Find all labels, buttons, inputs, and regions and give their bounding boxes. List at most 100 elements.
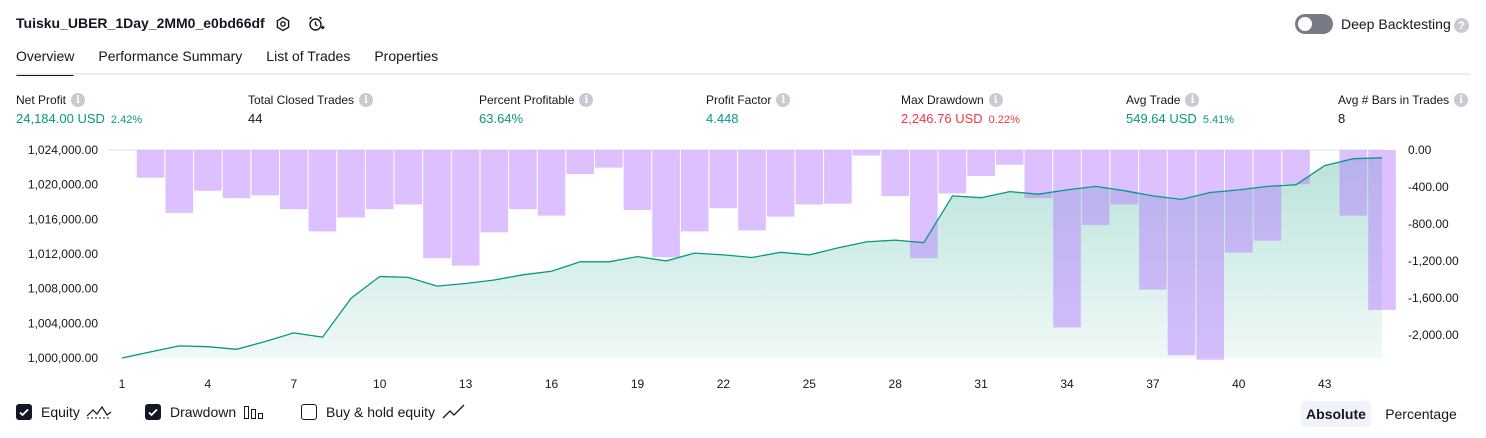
drawdown-checkbox[interactable]	[145, 404, 161, 420]
y-left-tick-label: 1,012,000.00	[28, 247, 98, 261]
metric-label: Profit Factor	[706, 93, 771, 107]
drawdown-bar[interactable]	[996, 150, 1024, 165]
add-alert-icon[interactable]	[306, 14, 326, 34]
drawdown-bar[interactable]	[595, 150, 623, 168]
drawdown-bar[interactable]	[251, 150, 279, 195]
info-icon[interactable]: i	[359, 93, 373, 107]
metric-total-closed-trades: Total Closed Trades i 44	[248, 93, 373, 126]
legend-label: Drawdown	[170, 404, 236, 420]
legend-buy-hold[interactable]: Buy & hold equity	[301, 404, 466, 420]
drawdown-bar[interactable]	[681, 150, 709, 231]
x-tick-label: 28	[889, 377, 903, 391]
drawdown-bar[interactable]	[738, 150, 766, 230]
drawdown-bar[interactable]	[166, 150, 194, 213]
drawdown-bar[interactable]	[137, 150, 165, 178]
y-right-tick-label: 0.00	[1408, 143, 1432, 157]
drawdown-bar[interactable]	[194, 150, 222, 191]
drawdown-bar[interactable]	[423, 150, 451, 258]
drawdown-bar[interactable]	[1053, 150, 1081, 328]
drawdown-bar[interactable]	[366, 150, 394, 209]
strategy-title: Tuisku_UBER_1Day_2MM0_e0bd66df	[16, 15, 265, 31]
y-left-tick-label: 1,000,000.00	[28, 351, 98, 365]
tab-list-of-trades[interactable]: List of Trades	[266, 40, 350, 76]
drawdown-bar[interactable]	[624, 150, 652, 210]
drawdown-bar[interactable]	[767, 150, 795, 217]
tab-performance-summary[interactable]: Performance Summary	[98, 40, 242, 76]
info-icon[interactable]: i	[1185, 93, 1199, 107]
drawdown-bar[interactable]	[1340, 150, 1368, 216]
info-icon[interactable]: i	[579, 93, 593, 107]
metric-value: 24,184.00 USD	[16, 111, 105, 126]
drawdown-bar[interactable]	[1196, 150, 1224, 360]
drawdown-bar[interactable]	[853, 150, 881, 156]
drawdown-bar[interactable]	[967, 150, 995, 176]
y-left-tick-label: 1,008,000.00	[28, 282, 98, 296]
drawdown-bar[interactable]	[1368, 150, 1396, 310]
drawdown-bar[interactable]	[538, 150, 566, 216]
buy-hold-checkbox[interactable]	[301, 404, 317, 420]
info-icon[interactable]: i	[1454, 93, 1468, 107]
y-left-tick-label: 1,016,000.00	[28, 212, 98, 226]
equity-line-icon	[86, 404, 112, 420]
drawdown-bar[interactable]	[509, 150, 537, 209]
drawdown-bar[interactable]	[452, 150, 480, 266]
legend-label: Buy & hold equity	[326, 404, 435, 420]
metric-profit-factor: Profit Factor i 4.448	[706, 93, 790, 126]
x-tick-label: 40	[1232, 377, 1246, 391]
equity-drawdown-chart[interactable]: 1,024,000.00 1,020,000.00 1,016,000.00 1,01…	[0, 138, 1486, 398]
metric-avg-bars-in-trades: Avg # Bars in Trades i 8	[1338, 93, 1468, 126]
drawdown-bar[interactable]	[337, 150, 365, 218]
metric-net-profit: Net Profit i 24,184.00 USD 2.42%	[16, 93, 142, 126]
drawdown-bar[interactable]	[939, 150, 967, 193]
deep-backtesting-toggle[interactable]	[1295, 14, 1333, 34]
drawdown-bar[interactable]	[1282, 150, 1310, 184]
metric-label: Max Drawdown	[901, 93, 984, 107]
metric-avg-trade: Avg Trade i 549.64 USD 5.41%	[1126, 93, 1234, 126]
settings-icon[interactable]	[273, 14, 293, 34]
metric-value: 44	[248, 111, 262, 126]
drawdown-bar[interactable]	[710, 150, 738, 208]
info-icon[interactable]: i	[776, 93, 790, 107]
metric-value: 63.64%	[479, 111, 523, 126]
drawdown-bar[interactable]	[824, 150, 852, 204]
legend-drawdown[interactable]: Drawdown	[145, 404, 265, 420]
drawdown-bar[interactable]	[652, 150, 680, 257]
metric-label: Percent Profitable	[479, 93, 574, 107]
drawdown-bar[interactable]	[280, 150, 308, 209]
metric-value: 4.448	[706, 111, 739, 126]
drawdown-bar[interactable]	[566, 150, 594, 174]
drawdown-bar[interactable]	[1025, 150, 1053, 198]
metric-value: 2,246.76 USD	[901, 111, 983, 126]
tab-overview[interactable]: Overview	[16, 40, 74, 76]
drawdown-bar[interactable]	[881, 150, 909, 196]
metric-label: Net Profit	[16, 93, 66, 107]
absolute-toggle[interactable]: Absolute	[1301, 401, 1371, 427]
metric-percent: 2.42%	[111, 114, 142, 126]
x-tick-label: 13	[459, 377, 473, 391]
drawdown-bar[interactable]	[309, 150, 337, 231]
info-icon[interactable]: i	[989, 93, 1003, 107]
tab-properties[interactable]: Properties	[374, 40, 438, 76]
drawdown-bar[interactable]	[1111, 150, 1139, 205]
y-right-tick-label: -800.00	[1408, 217, 1449, 231]
drawdown-bar[interactable]	[1168, 150, 1196, 355]
legend-equity[interactable]: Equity	[16, 404, 112, 420]
metric-label: Avg Trade	[1126, 93, 1180, 107]
x-tick-label: 22	[717, 377, 731, 391]
y-right-tick-label: -1,600.00	[1408, 291, 1459, 305]
drawdown-bar[interactable]	[395, 150, 423, 205]
y-left-tick-label: 1,004,000.00	[28, 316, 98, 330]
percentage-toggle[interactable]: Percentage	[1378, 401, 1464, 427]
x-tick-label: 10	[373, 377, 387, 391]
y-right-tick-label: -400.00	[1408, 180, 1449, 194]
drawdown-bar[interactable]	[1254, 150, 1282, 241]
drawdown-bar[interactable]	[223, 150, 251, 198]
drawdown-bar[interactable]	[1139, 150, 1167, 290]
drawdown-bar[interactable]	[481, 150, 509, 232]
equity-checkbox[interactable]	[16, 404, 32, 420]
info-icon[interactable]: i	[71, 93, 85, 107]
drawdown-bar[interactable]	[796, 150, 824, 205]
y-left-tick-label: 1,020,000.00	[28, 178, 98, 192]
drawdown-bar[interactable]	[1225, 150, 1253, 253]
help-icon[interactable]: ?	[1454, 18, 1469, 33]
